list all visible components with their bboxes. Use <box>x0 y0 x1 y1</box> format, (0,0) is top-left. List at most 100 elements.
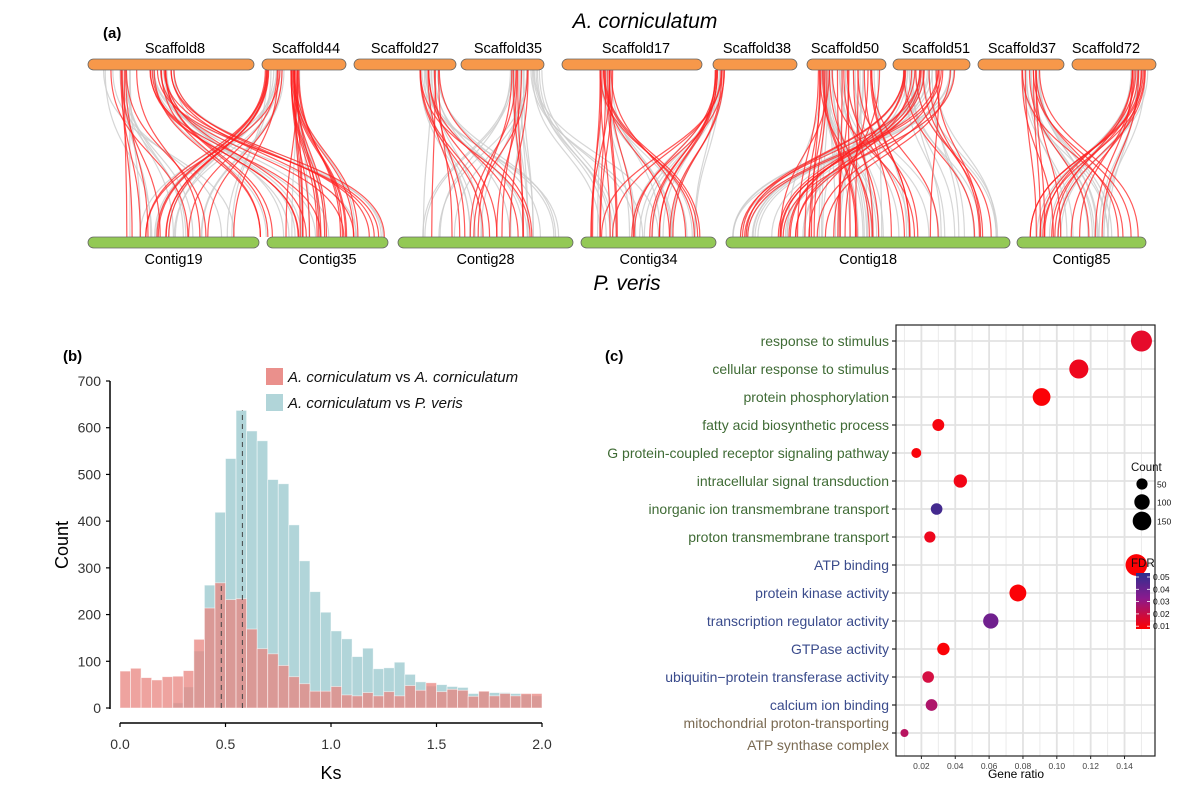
histogram-bar <box>362 692 374 709</box>
dot-point <box>937 642 950 656</box>
synteny-link <box>810 69 821 238</box>
synteny-link <box>599 69 614 238</box>
synteny-link <box>1035 69 1046 238</box>
synteny-link <box>424 69 514 238</box>
synteny-link <box>541 69 617 238</box>
synteny-link <box>608 69 635 238</box>
synteny-link <box>153 69 358 238</box>
x-tick-label: 0.12 <box>1082 761 1099 771</box>
size-legend-dot <box>1132 511 1152 531</box>
colorbar-label: 0.04 <box>1153 584 1170 594</box>
contig-label: Contig18 <box>839 252 897 268</box>
synteny-link <box>125 69 207 238</box>
dot-point <box>932 419 945 431</box>
synteny-link <box>600 69 723 238</box>
synteny-link <box>903 69 976 238</box>
scaffold-bar <box>87 58 255 71</box>
synteny-link <box>1038 69 1098 238</box>
color-legend-title: FDR <box>1131 558 1155 570</box>
x-tick-label: 0.04 <box>947 761 964 771</box>
synteny-link <box>165 69 307 238</box>
synteny-link <box>780 69 921 238</box>
x-tick-label: 0.08 <box>1015 761 1032 771</box>
histogram-bar <box>193 638 205 709</box>
synteny-link <box>121 69 133 238</box>
synteny-link <box>871 69 911 238</box>
contig-label: Contig28 <box>456 252 514 268</box>
synteny-link <box>795 69 922 238</box>
synteny-link <box>741 69 905 238</box>
synteny-link <box>633 69 717 238</box>
synteny-link <box>599 69 611 238</box>
synteny-links <box>102 69 1149 238</box>
synteny-link <box>173 69 370 238</box>
histogram-axes: 0 100 200 300 400 500 600 700 0.0 0.5 1.0 1.5 2.0 <box>78 373 552 752</box>
term-label: ubiquitin−protein transferase activity <box>665 669 889 685</box>
synteny-link <box>1029 69 1143 238</box>
histogram-bar <box>404 685 416 709</box>
x-tick-label: 0.14 <box>1116 761 1133 771</box>
synteny-link <box>1032 69 1042 238</box>
legend-swatch <box>266 394 283 411</box>
synteny-link <box>804 69 822 238</box>
histogram-bar <box>309 690 321 709</box>
dotplot-grid <box>895 324 1156 757</box>
size-legend-title: Count <box>1131 462 1162 474</box>
histogram-bar <box>140 677 153 709</box>
dot-point <box>924 531 936 543</box>
synteny-link <box>121 69 194 238</box>
histogram-bar <box>509 695 522 709</box>
histogram-bar <box>277 665 290 709</box>
synteny-link <box>833 69 881 238</box>
plot-border <box>895 324 1156 757</box>
histogram-bar <box>298 683 311 709</box>
synteny-link <box>433 69 466 238</box>
histogram-bar <box>446 688 458 709</box>
histogram-legend: A. corniculatum vs A. corniculatum A. cor… <box>266 368 518 412</box>
dotplot-legends: Count 50 100 150 FDR 0.05 0.04 0.03 0.02 0.01 <box>1131 462 1171 631</box>
scaffold-label: Scaffold37 <box>988 41 1056 57</box>
histogram-bar <box>320 690 332 709</box>
synteny-link <box>928 69 980 238</box>
synteny-link <box>631 69 726 238</box>
synteny-link <box>1051 69 1139 238</box>
synteny-link <box>852 69 874 238</box>
scaffold-bar <box>1071 58 1157 71</box>
colorbar-label: 0.05 <box>1153 572 1170 582</box>
term-label: transcription regulator activity <box>707 613 889 629</box>
histogram-bar <box>457 689 469 709</box>
synteny-link <box>1021 69 1124 238</box>
synteny-link <box>438 69 528 238</box>
synteny-link <box>934 69 997 238</box>
scaffold-bar <box>977 58 1065 71</box>
colorbar-label: 0.02 <box>1153 609 1170 619</box>
histogram-bar <box>341 694 353 709</box>
synteny-link <box>863 69 892 238</box>
term-label: GTPase activity <box>791 641 889 657</box>
contig-label: Contig35 <box>298 252 356 268</box>
dot-point <box>1009 584 1027 602</box>
histogram-bar <box>414 689 427 709</box>
dot-point <box>922 671 934 683</box>
synteny-link <box>590 69 611 238</box>
histogram-bar <box>172 675 184 709</box>
synteny-link <box>422 69 513 238</box>
synteny-link <box>1094 69 1134 238</box>
synteny-link <box>419 69 531 238</box>
synteny-link <box>120 69 141 238</box>
contig-bar <box>725 236 1011 249</box>
synteny-link <box>207 69 283 238</box>
size-legend-label: 100 <box>1157 498 1171 508</box>
scaffold-label: Scaffold50 <box>811 41 879 57</box>
histogram-bar <box>520 693 532 709</box>
synteny-link <box>847 69 851 238</box>
histogram-bar <box>425 682 437 709</box>
synteny-link <box>796 69 820 238</box>
dotplot-term-labels: response to stimulus cellular response to… <box>607 333 896 753</box>
scaffold-label: Scaffold17 <box>602 41 670 57</box>
bottom-species-title: P. veris <box>593 272 661 295</box>
synteny-link <box>421 69 560 238</box>
synteny-link <box>290 69 322 238</box>
x-tick-label: 0.06 <box>981 761 998 771</box>
synteny-link <box>779 69 830 238</box>
